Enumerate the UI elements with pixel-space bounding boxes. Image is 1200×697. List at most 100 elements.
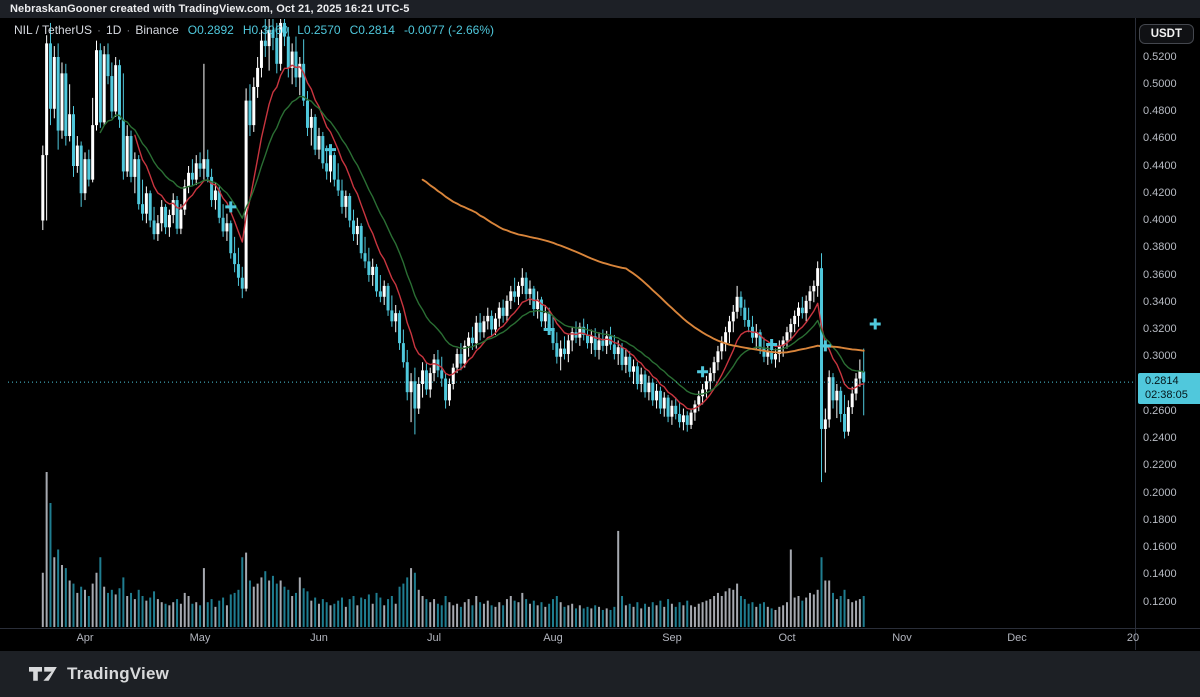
candle-body <box>532 288 536 310</box>
candle-body <box>505 300 509 316</box>
tradingview-wordmark[interactable]: TradingView <box>67 664 170 683</box>
exchange-label: Binance <box>135 23 179 37</box>
time-axis-label: Apr <box>76 632 94 644</box>
volume-bar <box>486 600 489 627</box>
volume-bar <box>41 572 44 627</box>
volume-bar <box>64 568 67 627</box>
candle-body <box>45 43 49 156</box>
tradingview-logo-icon[interactable] <box>28 666 58 682</box>
plus-marker[interactable] <box>869 318 881 330</box>
ohlc-close: C0.2814 <box>349 23 395 37</box>
candle-body <box>816 268 820 286</box>
candle-body <box>421 370 425 384</box>
candle-body <box>71 114 75 166</box>
symbol-legend[interactable]: NIL / TetherUS · 1D · Binance O0.2892 H0… <box>14 23 494 37</box>
volume-bar <box>517 602 520 627</box>
candle-body <box>643 374 647 393</box>
volume-bar <box>53 557 56 627</box>
price-axis-label: 0.3200 <box>1143 323 1177 335</box>
candle-body <box>463 345 467 364</box>
plus-marker[interactable] <box>225 201 237 213</box>
symbol-name[interactable]: NIL / TetherUS <box>14 23 93 37</box>
candle-body <box>444 378 448 401</box>
currency-toggle-button[interactable]: USDT <box>1138 24 1194 44</box>
volume-bar <box>329 605 332 627</box>
candle-body <box>359 225 363 254</box>
plus-marker[interactable] <box>543 324 555 335</box>
volume-bar <box>532 600 535 627</box>
candle-body <box>639 374 643 384</box>
candle-body <box>267 29 271 47</box>
candle-body <box>236 264 240 278</box>
candle-body <box>394 313 398 322</box>
time-axis-label: 20 <box>1126 632 1140 644</box>
volume-bar <box>214 606 217 627</box>
volume-bar <box>732 589 735 627</box>
candle-body <box>547 313 551 330</box>
volume-bar <box>145 600 148 627</box>
candle-body <box>179 209 183 229</box>
volume-bar <box>337 600 340 627</box>
volume-bar <box>130 592 133 627</box>
volume-bar <box>302 588 305 627</box>
volume-bar <box>110 589 113 627</box>
volume-bar <box>402 583 405 627</box>
volume-bar <box>559 602 562 627</box>
candle-body <box>313 116 317 150</box>
attribution-bar: NebraskanGooner created with TradingView… <box>0 0 1200 18</box>
volume-bar <box>406 577 409 627</box>
volume-bar <box>494 606 497 627</box>
volume-bar <box>471 605 474 627</box>
plus-marker[interactable] <box>819 340 831 352</box>
volume-bar <box>164 603 167 627</box>
price-axis-label: 0.1200 <box>1143 595 1177 608</box>
ohlc-high: H0.3060 <box>242 23 289 37</box>
candle-body <box>674 405 678 414</box>
volume-bar <box>601 609 604 627</box>
volume-bar <box>605 608 608 627</box>
plus-marker[interactable] <box>325 144 336 156</box>
candle-body <box>133 159 137 177</box>
candle-body <box>167 215 171 228</box>
volume-bar <box>429 602 432 627</box>
volume-bar <box>628 603 631 627</box>
volume-bar <box>659 600 662 627</box>
volume-bar <box>816 589 819 627</box>
volume-bar <box>755 606 758 627</box>
candle-body <box>720 343 724 352</box>
plus-marker[interactable] <box>697 366 709 378</box>
volume-bar <box>632 606 635 627</box>
time-axis-label: Jun <box>310 632 328 644</box>
time-axis-label: Nov <box>892 632 912 644</box>
volume-bar <box>294 592 297 627</box>
candle-body <box>843 413 847 432</box>
candle-body <box>217 190 221 218</box>
volume-bar <box>770 608 773 627</box>
candle-body <box>470 337 474 344</box>
volume-bar <box>847 599 850 627</box>
volume-bar <box>283 586 286 627</box>
volume-bar <box>448 602 451 627</box>
volume-bar <box>252 586 255 627</box>
time-axis[interactable]: Apr May Jun Jul Aug Sep Oct Nov Dec 20 <box>0 628 1200 651</box>
plus-marker[interactable] <box>766 338 778 350</box>
candle-body <box>612 344 616 355</box>
candle-body <box>632 366 636 372</box>
volume-bar <box>421 596 424 627</box>
interval-label[interactable]: 1D <box>106 23 122 37</box>
candle-body <box>363 253 367 262</box>
volume-bar <box>743 599 746 627</box>
volume-bar <box>72 583 75 627</box>
volume-bar <box>598 606 601 627</box>
volume-bar <box>413 572 416 627</box>
candle-body <box>382 285 386 297</box>
volume-bar <box>843 589 846 627</box>
candle-body <box>164 206 168 228</box>
candle-body <box>854 378 858 394</box>
price-axis-label: 0.4200 <box>1143 186 1177 199</box>
volume-bar <box>87 596 90 627</box>
price-axis[interactable]: 0.5200 0.5000 0.4800 0.4600 0.4400 0.4200 0.40… <box>1135 18 1200 650</box>
candle-body <box>474 322 478 344</box>
candle-body <box>141 204 145 214</box>
